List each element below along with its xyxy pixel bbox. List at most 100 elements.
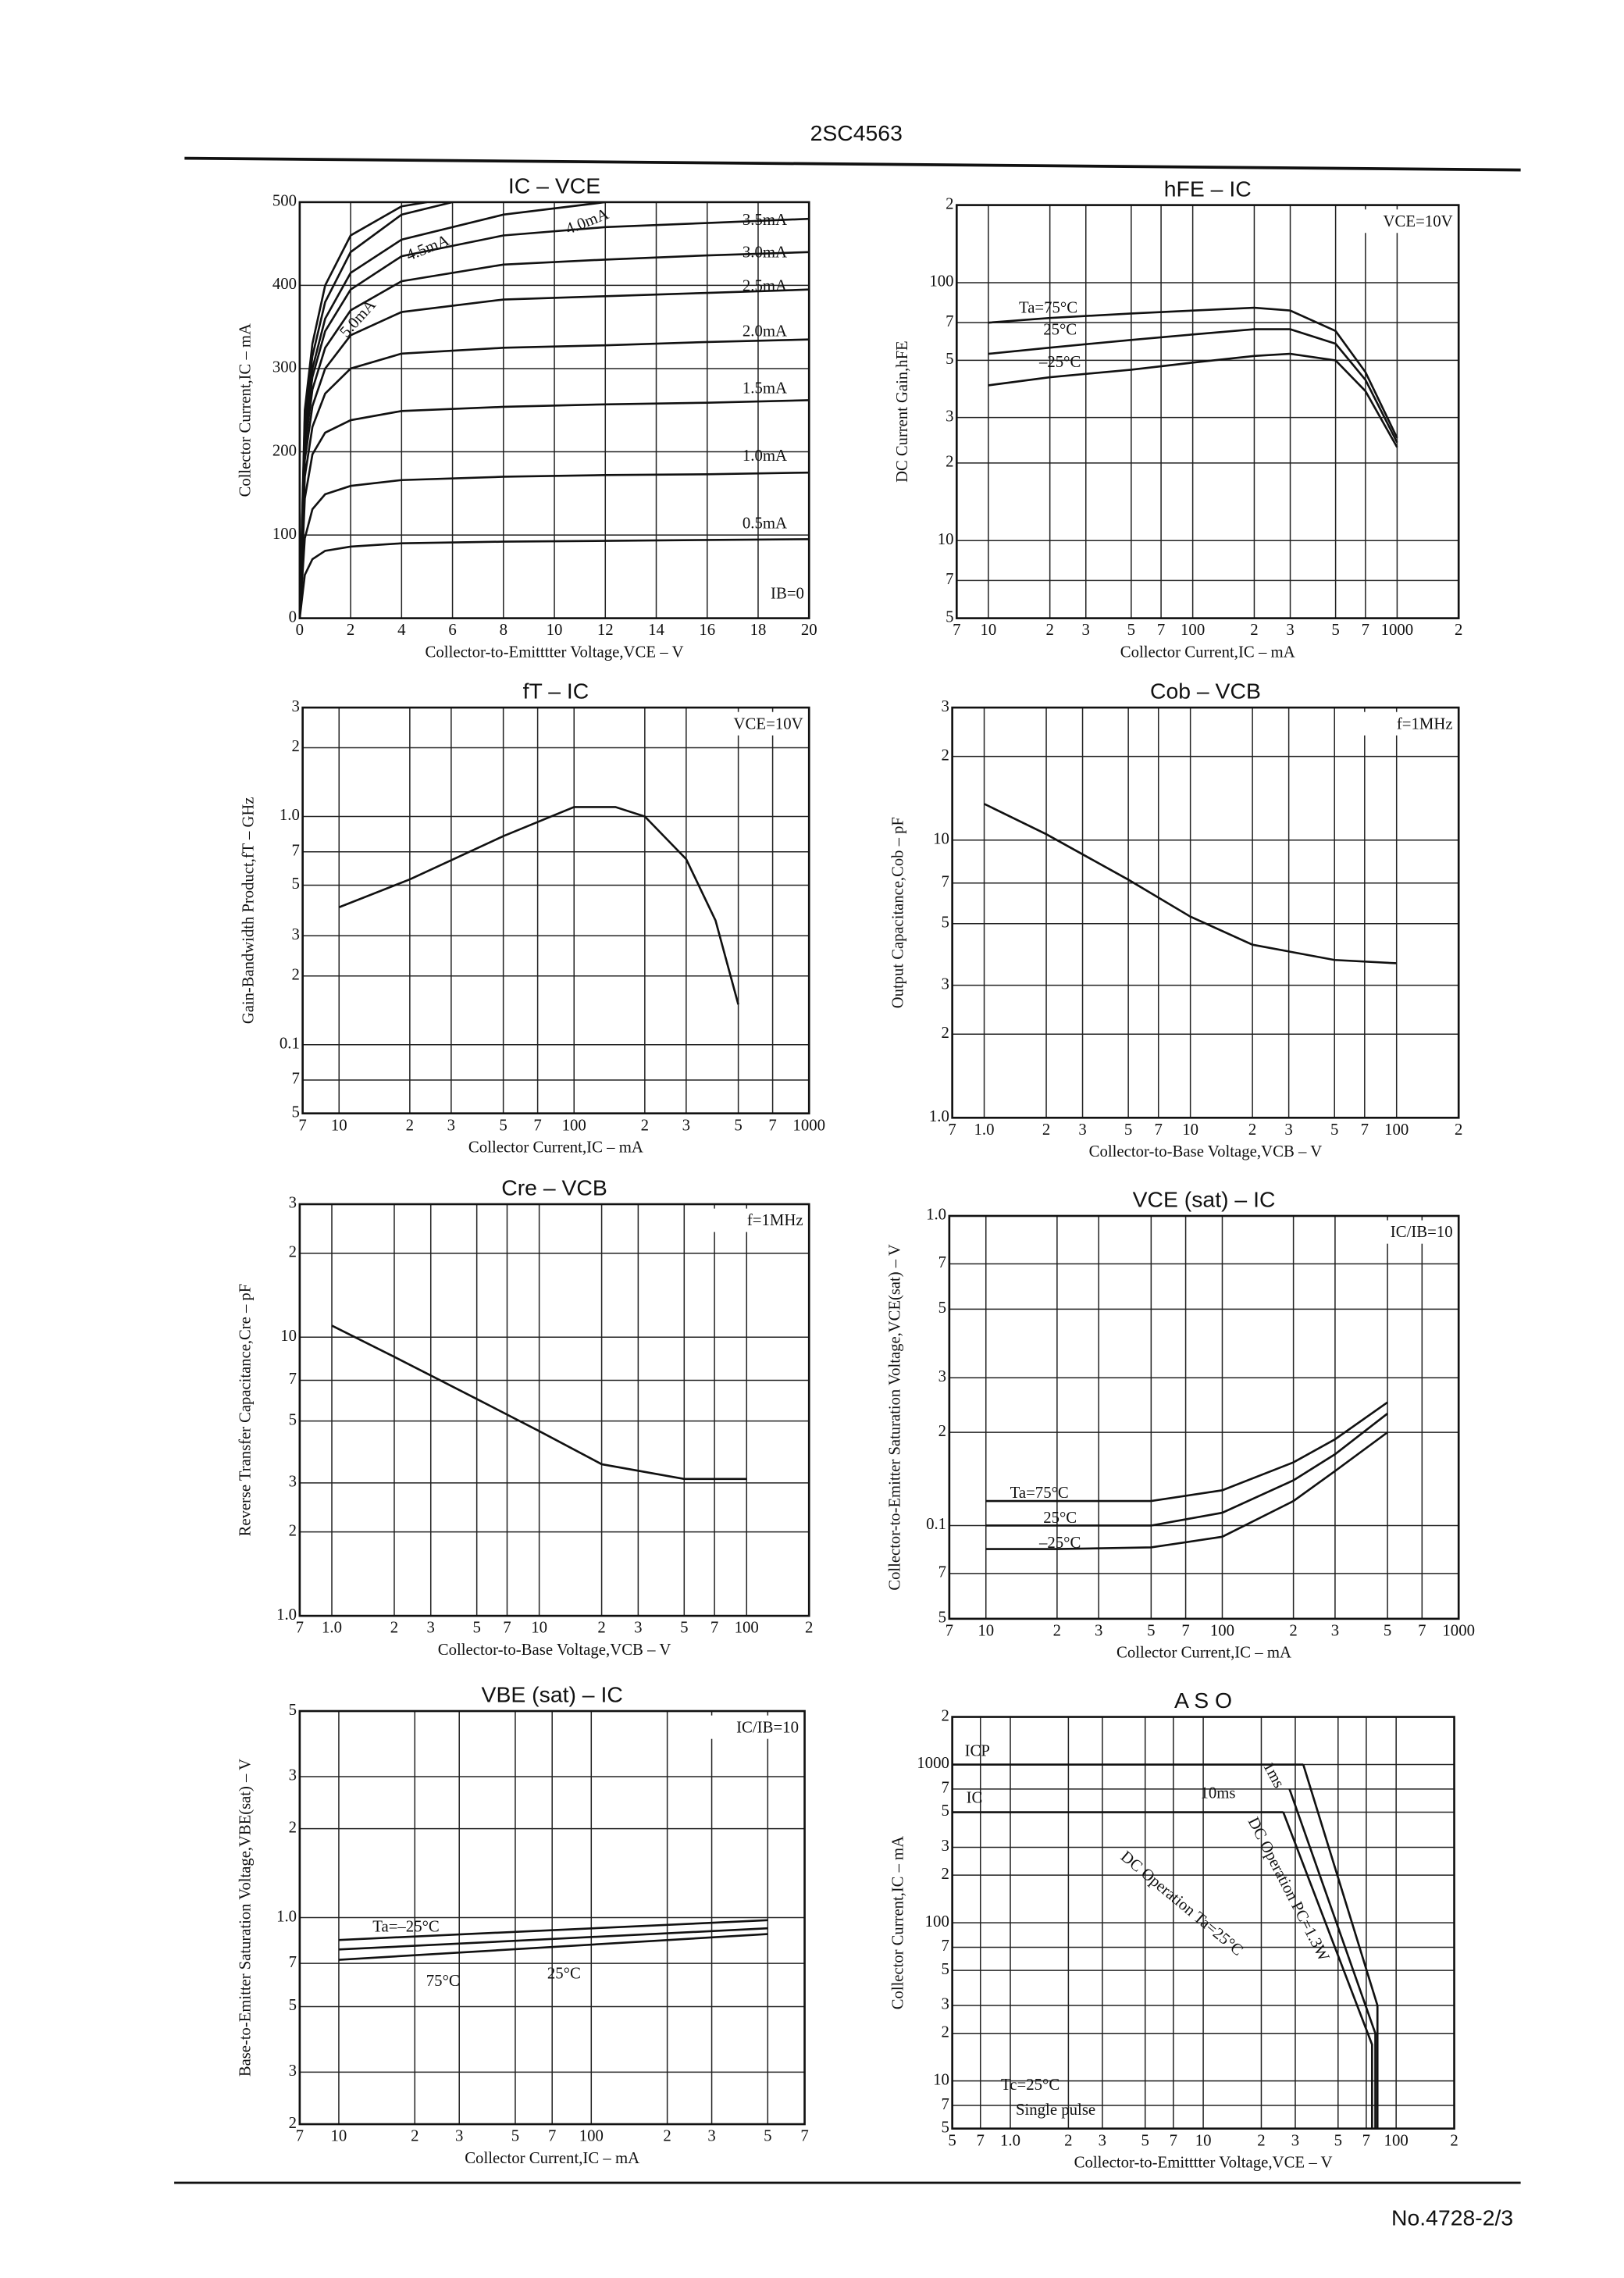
series-label: 2.0mA [743,323,787,340]
data-line [299,251,810,619]
x-tick-label: 2 [1045,622,1053,639]
x-tick-label: 2 [1289,1623,1297,1640]
x-tick-label: 3 [1286,622,1294,639]
y-tick-label: 7 [941,2096,949,2113]
y-tick-label: 2 [291,738,299,755]
plot-frame [298,201,810,619]
data-line [299,338,810,619]
x-tick-label: 5 [1127,622,1135,639]
x-tick-label: 5 [1331,622,1339,639]
series-label: 3.5mA [743,212,787,229]
data-line [299,201,606,619]
x-tick-label: 7 [1170,2132,1177,2149]
condition-box [1343,209,1456,234]
y-tick-label: 5 [938,1299,946,1317]
data-line [988,306,1398,439]
y-tick-label: 3 [941,1996,949,2013]
y-tick-label: 1.0 [276,1908,297,1925]
y-tick-label: 1.0 [280,807,300,824]
x-tick-label: 20 [801,622,817,639]
x-tick-label: 3 [1099,2132,1106,2149]
series-label: ICP [965,1742,990,1759]
series-label: 2.5mA [743,277,787,294]
x-tick-label: 2 [1455,622,1462,639]
chart-title: A S O [1174,1688,1232,1713]
data-line [1288,1788,1376,2129]
y-tick-label: 3 [289,2062,297,2080]
x-tick-label: 2 [1250,622,1258,639]
y-tick-label: 2 [289,1819,297,1836]
condition: f=1MHz [747,1212,803,1229]
y-tick-label: 500 [272,193,297,210]
y-tick-label: 3 [941,975,949,993]
y-tick-label: 5 [291,1103,299,1121]
chart-title: fT – IC [523,679,589,704]
condition-box [689,1715,802,1739]
y-tick-label: 2 [289,1522,297,1539]
data-line [988,328,1398,444]
annotation: DC Operation Ta=25°C [1117,1848,1246,1959]
condition-box [693,711,807,736]
series-label: DC Operation PC=1.3W [1245,1815,1333,1965]
x-tick-label: 3 [1082,622,1090,639]
x-tick-label: 5 [764,2128,771,2145]
y-tick-label: 2 [289,1244,297,1261]
x-tick-label: 7 [533,1117,541,1134]
x-tick-label: 12 [597,622,614,639]
y-tick-label: 7 [291,1071,299,1088]
x-tick-label: 7 [953,622,960,639]
condition: VCE=10V [734,715,803,733]
x-tick-label: 1.0 [974,1121,995,1139]
data-line [299,471,810,619]
x-tick-label: 1.0 [1000,2132,1020,2149]
x-tick-label: 100 [579,2128,604,2145]
x-tick-label: 7 [800,2128,808,2145]
data-line [985,1413,1388,1527]
x-tick-label: 100 [1384,1121,1409,1139]
y-tick-label: 5 [938,1610,946,1627]
chart-title: VCE (sat) – IC [1133,1187,1276,1212]
x-tick-label: 16 [699,622,715,639]
y-tick-label: 5 [941,1802,949,1820]
x-tick-label: 5 [1334,2132,1342,2149]
y-tick-label: 2 [946,195,953,212]
plot-frame [948,1214,1460,1620]
data-line [983,803,1397,964]
y-tick-label: 3 [941,698,949,715]
data-line [338,1919,768,1941]
x-tick-label: 10 [531,1620,547,1637]
page-number: No.4728-2/3 [1391,2205,1513,2230]
x-tick-label: 8 [500,622,508,639]
series-label: 25°C [1043,322,1077,339]
x-tick-label: 3 [447,1117,455,1134]
y-axis-label: DC Current Gain,hFE [894,340,911,483]
y-tick-label: 7 [941,874,949,891]
x-axis-label: Collector-to-Emitttter Voltage,VCE – V [426,643,684,661]
x-tick-label: 3 [455,2128,463,2145]
data-line [985,1401,1388,1503]
x-tick-label: 2 [1257,2132,1265,2149]
y-tick-label: 3 [941,1838,949,1855]
series-label: 1.0mA [743,447,787,465]
header-rule [184,156,1521,172]
annotation: Tc=25°C [1001,2077,1060,2094]
series-label: –25°C [1038,354,1081,371]
y-tick-label: 7 [289,1371,297,1388]
x-tick-label: 6 [448,622,456,639]
y-tick-label: 5 [941,2119,949,2136]
x-tick-label: 5 [1141,2132,1149,2149]
series-label: 25°C [547,1965,581,1982]
chart-title: hFE – IC [1164,176,1252,201]
x-tick-label: 10 [978,1623,994,1640]
y-tick-label: 0 [289,608,297,626]
x-tick-label: 7 [1361,1121,1369,1139]
chart-title: IC – VCE [508,173,600,198]
data-line [338,1933,768,1961]
y-tick-label: 5 [946,608,953,626]
series-label: Ta=75°C [1019,300,1077,317]
